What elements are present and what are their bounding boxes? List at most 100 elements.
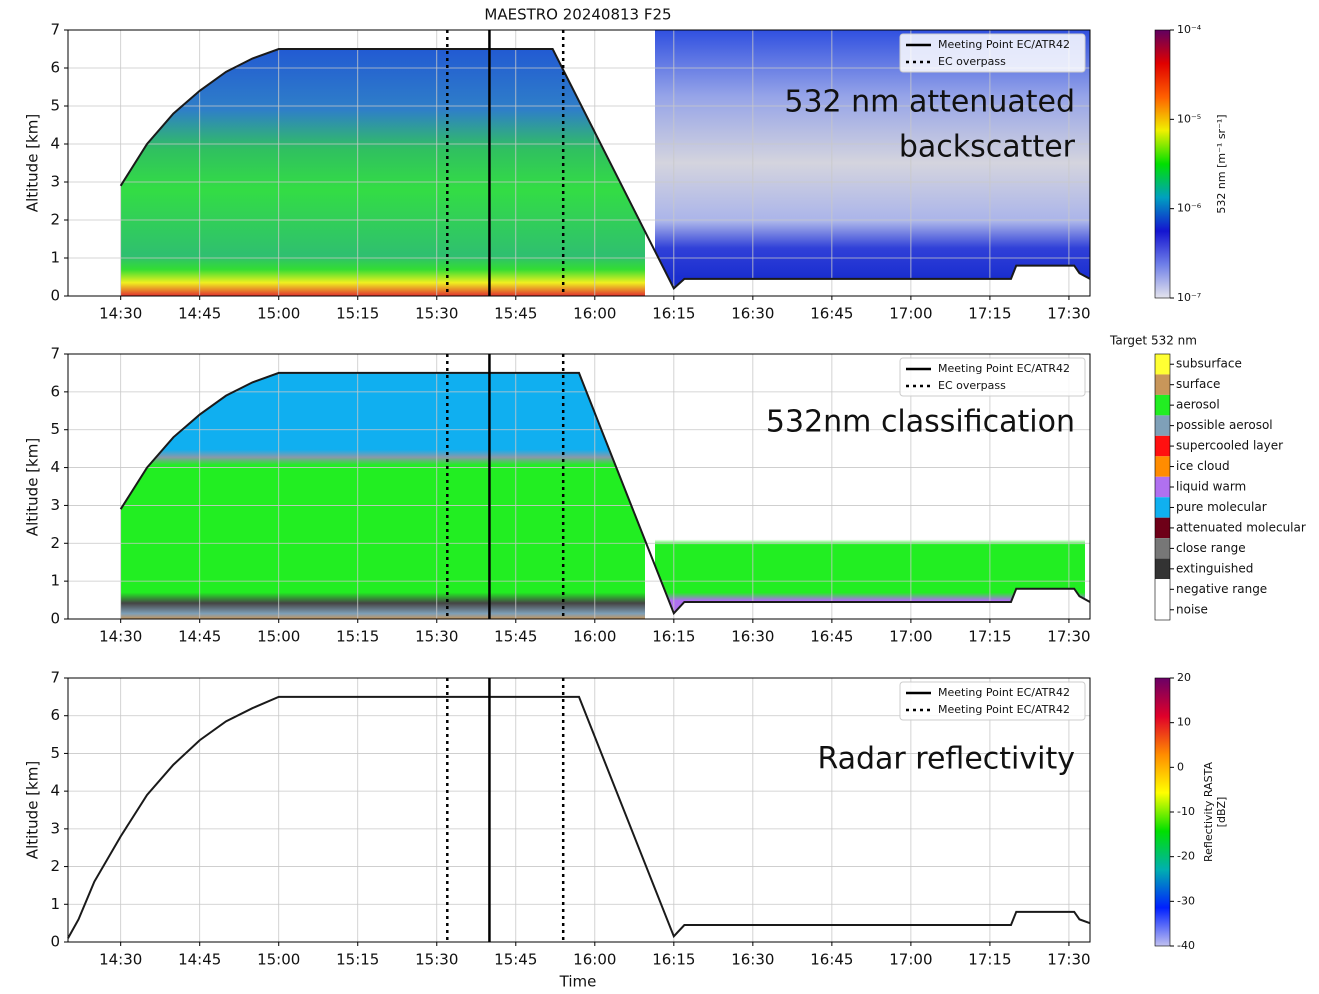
- y-tick-label: 6: [50, 382, 60, 400]
- y-tick-label: 7: [50, 669, 60, 687]
- x-tick-label: 16:45: [810, 628, 853, 646]
- y-tick-label: 4: [50, 135, 60, 153]
- legend-label: Meeting Point EC/ATR42: [938, 362, 1070, 375]
- y-tick-label: 7: [50, 21, 60, 39]
- y-tick-label: 3: [50, 819, 60, 837]
- class-label: liquid warm: [1176, 480, 1246, 494]
- class-label: close range: [1176, 541, 1246, 555]
- x-tick-label: 15:30: [415, 951, 458, 969]
- colorbar-label: 532 nm [m⁻¹ sr⁻¹]: [1215, 114, 1228, 213]
- x-tick-label: 17:30: [1047, 628, 1090, 646]
- y-tick-label: 2: [50, 211, 60, 229]
- y-tick-label: 1: [50, 895, 60, 913]
- class-label: attenuated molecular: [1176, 520, 1306, 534]
- x-tick-label: 17:00: [889, 305, 932, 323]
- x-tick-label: 16:15: [652, 951, 695, 969]
- colorbar-tick-label: 10⁻⁶: [1177, 202, 1202, 215]
- class-swatch: [1155, 436, 1170, 456]
- class-label: subsurface: [1176, 357, 1242, 371]
- class-label: aerosol: [1176, 398, 1220, 412]
- colorbar-tick-label: 10⁻⁵: [1177, 112, 1201, 125]
- class-label: supercooled layer: [1176, 439, 1283, 453]
- class-label: noise: [1176, 602, 1208, 616]
- class-swatch: [1155, 579, 1170, 599]
- colorbar: [1155, 678, 1170, 946]
- panel-label: Radar reflectivity: [817, 742, 1075, 777]
- colorbar-tick-label: -10: [1177, 805, 1195, 818]
- panel-label: 532nm classification: [766, 405, 1075, 440]
- x-tick-label: 15:45: [494, 628, 537, 646]
- class-swatch: [1155, 456, 1170, 476]
- panel-label: backscatter: [899, 130, 1076, 165]
- x-tick-label: 17:15: [968, 305, 1011, 323]
- class-swatch: [1155, 354, 1170, 374]
- colorbar: [1155, 30, 1170, 298]
- y-tick-label: 4: [50, 782, 60, 800]
- y-tick-label: 5: [50, 744, 60, 762]
- x-tick-label: 16:45: [810, 951, 853, 969]
- x-tick-label: 16:30: [731, 305, 774, 323]
- colorbar-tick-label: -20: [1177, 850, 1195, 863]
- class-legend-title: Target 532 nm: [1109, 334, 1197, 348]
- colorbar-tick-label: -40: [1177, 939, 1195, 952]
- x-tick-label: 16:45: [810, 305, 853, 323]
- y-tick-label: 0: [50, 287, 60, 305]
- y-tick-label: 1: [50, 572, 60, 590]
- y-tick-label: 3: [50, 496, 60, 514]
- legend-label: Meeting Point EC/ATR42: [938, 686, 1070, 699]
- x-tick-label: 16:30: [731, 628, 774, 646]
- y-tick-label: 0: [50, 610, 60, 628]
- x-tick-label: 14:45: [178, 951, 221, 969]
- y-tick-label: 5: [50, 420, 60, 438]
- class-label: pure molecular: [1176, 500, 1267, 514]
- panel-label: 532 nm attenuated: [784, 85, 1075, 120]
- x-tick-label: 15:00: [257, 305, 300, 323]
- x-tick-label: 16:00: [573, 305, 616, 323]
- colorbar-tick-label: -30: [1177, 894, 1195, 907]
- class-swatch: [1155, 477, 1170, 497]
- class-label: ice cloud: [1176, 459, 1230, 473]
- colorbar-tick-label: 20: [1177, 671, 1191, 684]
- x-tick-label: 17:15: [968, 628, 1011, 646]
- flight-track: [68, 697, 1090, 938]
- y-tick-label: 0: [50, 933, 60, 951]
- class-label: possible aerosol: [1176, 418, 1273, 432]
- x-tick-label: 17:30: [1047, 305, 1090, 323]
- x-tick-label: 15:30: [415, 305, 458, 323]
- y-tick-label: 4: [50, 458, 60, 476]
- figure-title: MAESTRO 20240813 F25: [484, 6, 671, 24]
- y-axis-label: Altitude [km]: [24, 761, 42, 859]
- x-tick-label: 16:15: [652, 305, 695, 323]
- class-swatch: [1155, 497, 1170, 517]
- y-tick-label: 7: [50, 345, 60, 363]
- y-axis-label: Altitude [km]: [24, 438, 42, 536]
- colorbar-tick-label: 10⁻⁴: [1177, 23, 1202, 36]
- x-tick-label: 15:30: [415, 628, 458, 646]
- y-tick-label: 3: [50, 173, 60, 191]
- class-swatch: [1155, 415, 1170, 435]
- x-tick-label: 14:45: [178, 628, 221, 646]
- y-tick-label: 6: [50, 706, 60, 724]
- y-tick-label: 2: [50, 857, 60, 875]
- x-tick-label: 15:00: [257, 628, 300, 646]
- colorbar-tick-label: 0: [1177, 760, 1184, 773]
- y-axis-label: Altitude [km]: [24, 114, 42, 212]
- x-tick-label: 14:30: [99, 951, 142, 969]
- x-tick-label: 16:00: [573, 951, 616, 969]
- x-tick-label: 16:00: [573, 628, 616, 646]
- x-tick-label: 15:15: [336, 628, 379, 646]
- x-tick-label: 15:15: [336, 305, 379, 323]
- y-tick-label: 6: [50, 59, 60, 77]
- legend-label: EC overpass: [938, 55, 1006, 68]
- x-tick-label: 17:15: [968, 951, 1011, 969]
- class-label: negative range: [1176, 582, 1267, 596]
- legend-label: EC overpass: [938, 379, 1006, 392]
- x-tick-label: 16:30: [731, 951, 774, 969]
- y-tick-label: 5: [50, 97, 60, 115]
- colorbar-tick-label: 10⁻⁷: [1177, 291, 1201, 304]
- x-tick-label: 16:15: [652, 628, 695, 646]
- class-swatch: [1155, 559, 1170, 579]
- class-label: extinguished: [1176, 561, 1253, 575]
- legend-label: Meeting Point EC/ATR42: [938, 703, 1070, 716]
- y-tick-label: 2: [50, 534, 60, 552]
